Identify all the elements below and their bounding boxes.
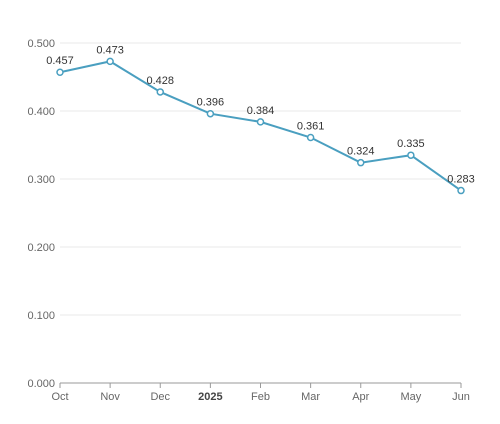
data-point — [357, 158, 365, 167]
data-label: 0.384 — [247, 105, 275, 117]
x-tick-label: Apr — [352, 391, 369, 403]
data-point — [457, 186, 465, 195]
data-label: 0.396 — [197, 97, 225, 109]
data-label: 0.457 — [46, 55, 74, 67]
grid-lines — [60, 42, 461, 316]
data-label: 0.283 — [447, 174, 475, 186]
y-tick-label: 0.200 — [27, 242, 55, 254]
data-label: 0.361 — [297, 121, 325, 133]
x-tick-label: Jun — [452, 391, 470, 403]
series-line — [59, 60, 462, 192]
data-point — [256, 118, 265, 126]
data-label: 0.428 — [146, 75, 174, 87]
x-tick-label: Feb — [251, 391, 270, 403]
x-tick-label: Nov — [100, 391, 120, 403]
y-tick-label: 0.400 — [27, 106, 55, 118]
data-point — [106, 57, 114, 66]
y-tick-label: 0.000 — [27, 378, 55, 390]
data-label: 0.473 — [96, 44, 124, 56]
y-tick-label: 0.500 — [27, 38, 55, 50]
x-tick-label: 2025 — [198, 391, 222, 403]
axes: 0.000 0.100 0.200 0.300 0.400 0.500 Oct Nov Dec 2… — [27, 38, 469, 403]
data-point — [206, 109, 215, 118]
x-tick-label: Dec — [150, 391, 170, 403]
data-point — [156, 88, 164, 96]
y-tick-label: 0.100 — [27, 310, 55, 322]
x-tick-label: Mar — [301, 391, 320, 403]
data-point — [56, 68, 64, 76]
x-tick-label: Oct — [51, 391, 68, 403]
data-point — [407, 151, 415, 159]
series-layer — [56, 57, 465, 195]
x-tick-label: May — [400, 391, 421, 403]
y-tick-label: 0.300 — [27, 174, 55, 186]
data-labels: 0.457 0.473 0.428 0.396 0.384 0.361 0.324 0.335… — [46, 44, 475, 185]
data-label: 0.335 — [397, 138, 425, 150]
data-label: 0.324 — [347, 146, 375, 158]
data-point — [306, 133, 315, 142]
